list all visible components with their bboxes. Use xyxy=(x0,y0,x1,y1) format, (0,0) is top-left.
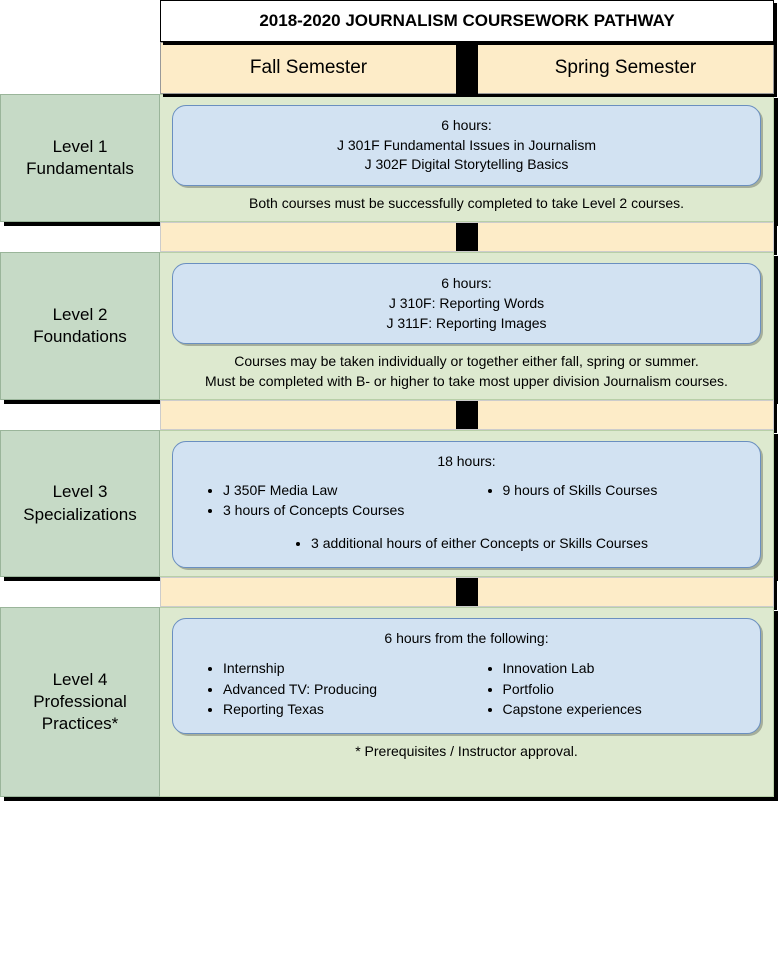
level-3-subtitle: Specializations xyxy=(23,505,136,524)
level-2-title: Level 2 xyxy=(53,305,108,324)
level-1-course-1: J 301F Fundamental Issues in Journalism xyxy=(337,137,596,153)
level-2-subtitle: Foundations xyxy=(33,327,127,346)
level-4-hours: 6 hours from the following: xyxy=(187,629,746,649)
level-4-subtitle-2: Practices* xyxy=(42,714,119,733)
level-3-right-1: 9 hours of Skills Courses xyxy=(503,480,737,500)
level-3-label: Level 3 Specializations xyxy=(0,430,160,576)
level-4-left-2: Advanced TV: Producing xyxy=(223,679,457,699)
fall-header: Fall Semester xyxy=(161,43,456,93)
level-3-bottom: 3 additional hours of either Concepts or… xyxy=(311,533,648,553)
level-4-title: Level 4 xyxy=(53,670,108,689)
level-2-block: Level 2 Foundations 6 hours: J 310F: Rep… xyxy=(0,252,774,400)
level-1-note: Both courses must be successfully comple… xyxy=(172,186,761,214)
semester-divider xyxy=(456,42,478,94)
level-1-content: 6 hours: J 301F Fundamental Issues in Jo… xyxy=(160,94,774,222)
level-4-left-1: Internship xyxy=(223,658,457,678)
level-3-hours: 18 hours: xyxy=(187,452,746,472)
level-4-right-3: Capstone experiences xyxy=(503,699,737,719)
level-2-label: Level 2 Foundations xyxy=(0,252,160,400)
level-2-content: 6 hours: J 310F: Reporting Words J 311F:… xyxy=(160,252,774,400)
level-1-course-box: 6 hours: J 301F Fundamental Issues in Jo… xyxy=(172,105,761,186)
level-3-left-1: J 350F Media Law xyxy=(223,480,457,500)
level-1-hours: 6 hours: xyxy=(441,117,492,133)
level-3-course-box: 18 hours: J 350F Media Law 3 hours of Co… xyxy=(172,441,761,567)
level-2-course-1: J 310F: Reporting Words xyxy=(389,295,544,311)
level-4-subtitle-1: Professional xyxy=(33,692,127,711)
level-4-right-2: Portfolio xyxy=(503,679,737,699)
level-4-label: Level 4 Professional Practices* xyxy=(0,607,160,797)
spacer-1 xyxy=(160,222,774,252)
spacer-3 xyxy=(160,577,774,607)
level-2-course-2: J 311F: Reporting Images xyxy=(386,315,546,331)
level-4-right-1: Innovation Lab xyxy=(503,658,737,678)
level-3-left-2: 3 hours of Concepts Courses xyxy=(223,500,457,520)
level-2-course-box: 6 hours: J 310F: Reporting Words J 311F:… xyxy=(172,263,761,344)
level-3-content: 18 hours: J 350F Media Law 3 hours of Co… xyxy=(160,430,774,576)
level-3-block: Level 3 Specializations 18 hours: J 350F… xyxy=(0,430,774,576)
level-4-left-3: Reporting Texas xyxy=(223,699,457,719)
semester-header: Fall Semester Spring Semester xyxy=(160,42,774,94)
spacer-2 xyxy=(160,400,774,430)
level-1-label: Level 1 Fundamentals xyxy=(0,94,160,222)
level-1-subtitle: Fundamentals xyxy=(26,159,134,178)
level-4-course-box: 6 hours from the following: Internship A… xyxy=(172,618,761,734)
pathway-title: 2018-2020 JOURNALISM COURSEWORK PATHWAY xyxy=(160,0,774,42)
pathway-diagram: 2018-2020 JOURNALISM COURSEWORK PATHWAY … xyxy=(0,0,784,797)
spring-header: Spring Semester xyxy=(478,43,773,93)
level-2-note: Courses may be taken individually or tog… xyxy=(172,344,761,391)
level-4-note: * Prerequisites / Instructor approval. xyxy=(172,734,761,762)
level-1-title: Level 1 xyxy=(53,137,108,156)
level-2-hours: 6 hours: xyxy=(441,275,492,291)
level-1-block: Level 1 Fundamentals 6 hours: J 301F Fun… xyxy=(0,94,774,222)
level-4-block: Level 4 Professional Practices* 6 hours … xyxy=(0,607,774,797)
level-3-title: Level 3 xyxy=(53,482,108,501)
level-1-course-2: J 302F Digital Storytelling Basics xyxy=(365,156,569,172)
level-4-content: 6 hours from the following: Internship A… xyxy=(160,607,774,797)
